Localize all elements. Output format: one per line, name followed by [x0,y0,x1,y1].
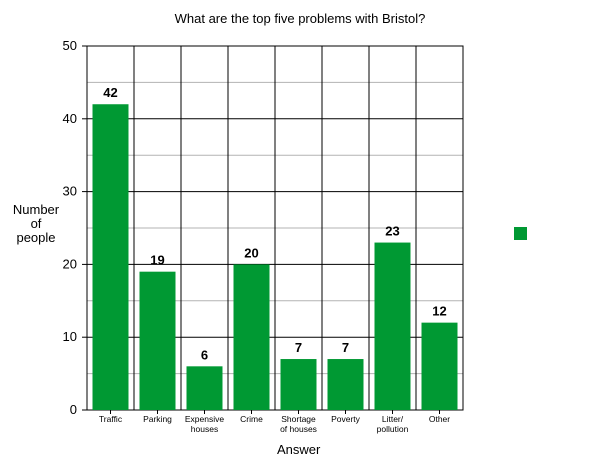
y-tick-label: 10 [63,329,77,344]
bar [280,359,317,410]
x-tick-label: of houses [280,424,317,434]
chart-title: What are the top five problems with Bris… [174,11,426,26]
x-tick-label: Shortage [281,414,316,424]
bar [92,104,129,411]
y-tick-label: 30 [63,184,77,199]
bar [374,242,411,410]
y-axis-label-line: of [30,216,42,231]
y-axis-label: Number of people [8,203,64,245]
x-tick-label: houses [191,424,218,434]
x-tick-label: Litter/ [382,414,404,424]
legend-swatch [514,227,527,240]
y-axis-label-line: people [16,230,56,245]
bar [186,366,223,410]
bar [421,322,458,410]
y-tick-label: 20 [63,256,77,271]
x-axis-label: Answer [277,442,321,457]
data-label: 42 [103,85,117,100]
bar [233,264,270,410]
y-tick-label: 50 [63,38,77,53]
data-label: 6 [201,347,208,362]
x-tick-label: Other [429,414,450,424]
data-label: 23 [385,224,399,239]
y-axis-label-line: Number [12,202,60,217]
x-tick-label: Poverty [331,414,361,424]
x-tick-label: Parking [143,414,172,424]
data-label: 19 [150,253,164,268]
bar [327,359,364,410]
y-tick-label: 0 [70,402,77,417]
x-tick-label: Crime [240,414,263,424]
x-tick-label: Traffic [99,414,123,424]
x-tick-label: Expensive [185,414,224,424]
x-tick-label: pollution [377,424,409,434]
bar [139,271,176,410]
data-label: 7 [342,340,349,355]
plot-frame [86,45,464,411]
data-label: 12 [432,304,446,319]
y-tick-label: 40 [63,111,77,126]
data-label: 7 [295,340,302,355]
data-label: 20 [244,245,258,260]
